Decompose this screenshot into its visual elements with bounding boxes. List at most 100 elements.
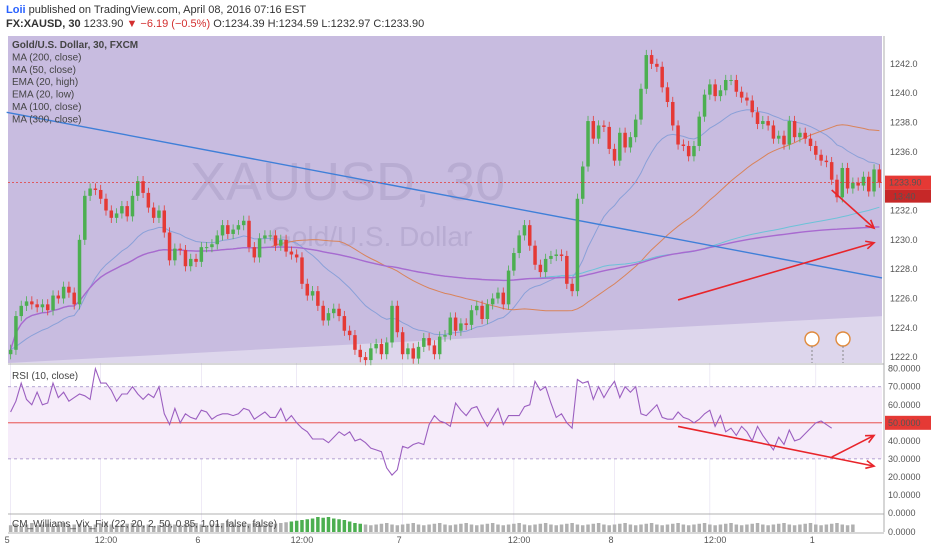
vix-bar bbox=[67, 525, 71, 532]
vix-bar bbox=[702, 523, 707, 532]
vix-bar bbox=[284, 522, 288, 532]
candle-body bbox=[35, 304, 39, 308]
candle-body bbox=[247, 220, 251, 248]
candle-body bbox=[628, 137, 633, 148]
vix-bar bbox=[792, 525, 797, 532]
candle-body bbox=[136, 181, 140, 196]
candle-body bbox=[681, 144, 686, 146]
vix-bar bbox=[332, 518, 336, 532]
rsi-pane[interactable] bbox=[8, 366, 882, 476]
vix-bar bbox=[586, 524, 590, 532]
author-name[interactable]: Loii bbox=[6, 4, 26, 16]
candle-body bbox=[824, 160, 829, 163]
candle-body bbox=[459, 323, 463, 331]
vix-bar bbox=[496, 524, 500, 532]
candle-body bbox=[273, 235, 278, 246]
vix-bar bbox=[671, 523, 675, 532]
vix-pane[interactable] bbox=[8, 517, 855, 532]
candle-body bbox=[353, 335, 357, 350]
watermark-symbol: XAUUSD, 30 bbox=[190, 152, 505, 212]
quote-line: FX:XAUSD, 30 1233.90 ▼ −6.19 (−0.5%) O:1… bbox=[6, 18, 424, 30]
candle-body bbox=[45, 304, 50, 311]
vix-bar bbox=[14, 523, 18, 532]
symbol-label[interactable]: FX:XAUSD, 30 bbox=[6, 18, 81, 30]
time-tick-label: 12:00 bbox=[291, 535, 314, 545]
vix-bar bbox=[575, 524, 580, 532]
candle-body bbox=[570, 283, 574, 292]
vix-tick-label: 0.0000 bbox=[888, 527, 916, 537]
candle-body bbox=[178, 248, 182, 251]
candle-body bbox=[877, 169, 882, 183]
vix-bar bbox=[655, 524, 659, 532]
candle-body bbox=[284, 239, 288, 252]
candle-body bbox=[183, 250, 188, 267]
vix-bar bbox=[231, 524, 235, 532]
vix-bar bbox=[88, 526, 92, 532]
price-arrow bbox=[831, 189, 875, 229]
time-tick-label: 1 bbox=[810, 535, 815, 545]
candle-body bbox=[56, 295, 61, 299]
price-legend-item: MA (50, close) bbox=[12, 65, 76, 76]
candle-body bbox=[215, 235, 219, 245]
candle-body bbox=[538, 264, 543, 273]
candle-body bbox=[734, 79, 739, 92]
vix-bar bbox=[729, 523, 733, 532]
vix-bar bbox=[183, 524, 188, 532]
candle-body bbox=[114, 213, 119, 218]
candle-body bbox=[533, 245, 537, 265]
vix-bar bbox=[125, 523, 129, 532]
vix-bar bbox=[199, 524, 204, 532]
vix-bar bbox=[188, 523, 193, 532]
candle-body bbox=[665, 87, 670, 102]
candle-body bbox=[294, 254, 299, 258]
vix-bar bbox=[136, 524, 140, 532]
vix-bar bbox=[279, 523, 283, 532]
vix-bar bbox=[543, 523, 548, 532]
candle-body bbox=[347, 330, 352, 336]
candle-body bbox=[252, 247, 257, 258]
vix-bar bbox=[416, 524, 421, 532]
vix-bar bbox=[390, 524, 394, 532]
candle-body bbox=[379, 343, 384, 355]
vix-bar bbox=[130, 523, 135, 532]
vix-bar bbox=[347, 521, 352, 532]
candle-body bbox=[602, 125, 606, 127]
vix-bar bbox=[840, 524, 845, 532]
candle-body bbox=[766, 121, 770, 126]
candle-body bbox=[575, 198, 580, 292]
vix-bar bbox=[432, 523, 437, 532]
vix-bar bbox=[83, 525, 87, 532]
vix-bar bbox=[72, 524, 76, 532]
last-price-label: 1233.90 bbox=[889, 178, 922, 188]
vix-bar bbox=[549, 524, 553, 532]
rsi-tick-label: 60.0000 bbox=[888, 400, 921, 410]
candle-body bbox=[395, 305, 400, 333]
vix-bar bbox=[745, 524, 749, 532]
candle-body bbox=[586, 121, 590, 167]
vix-bar bbox=[490, 523, 495, 532]
vix-bar bbox=[718, 524, 723, 532]
vix-bar bbox=[528, 525, 532, 532]
candle-body bbox=[400, 332, 405, 355]
candle-body bbox=[480, 305, 484, 320]
vix-bar bbox=[480, 524, 484, 532]
price-pane[interactable]: XAUUSD, 30 Gold/U.S. Dollar bbox=[6, 36, 883, 366]
candle-body bbox=[787, 121, 792, 145]
ohlc-values: O:1234.39 H:1234.59 L:1232.97 C:1233.90 bbox=[213, 18, 425, 30]
vix-bar bbox=[459, 523, 463, 532]
vix-bar bbox=[273, 523, 278, 532]
candle-body bbox=[867, 176, 871, 192]
vix-bar bbox=[337, 519, 341, 532]
vix-bar bbox=[464, 523, 468, 532]
candle-body bbox=[506, 270, 511, 305]
candle-body bbox=[77, 239, 82, 305]
candle-body bbox=[321, 305, 325, 321]
vix-bar bbox=[220, 523, 225, 532]
vix-bar bbox=[665, 524, 670, 532]
vix-bar bbox=[358, 523, 362, 532]
candle-body bbox=[141, 181, 145, 193]
rsi-legend: RSI (10, close) bbox=[12, 371, 78, 382]
vix-bar bbox=[226, 522, 230, 532]
price-tick-label: 1238.0 bbox=[890, 118, 918, 128]
